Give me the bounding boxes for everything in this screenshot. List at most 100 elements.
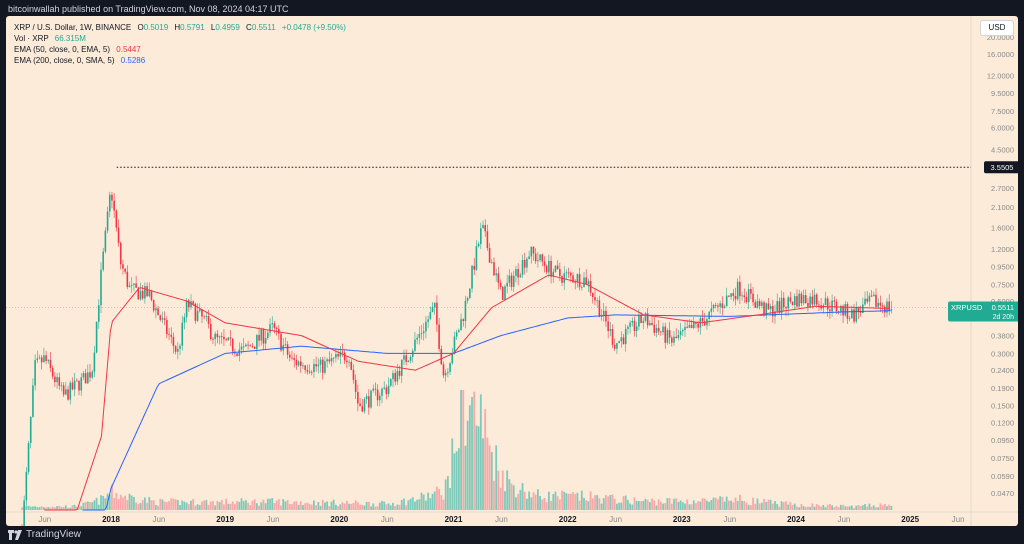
volume-bar [255, 503, 258, 510]
tradingview-brand[interactable]: TradingView [8, 528, 81, 542]
candle-body [293, 358, 295, 360]
candle-body [308, 371, 311, 373]
candle-body [598, 300, 601, 317]
candle-body [469, 288, 471, 298]
volume-row[interactable]: Vol · XRP 66.315M [14, 33, 346, 44]
volume-bar [295, 501, 298, 510]
volume-bar [86, 501, 89, 510]
candle-body [284, 344, 287, 346]
volume-bar [288, 503, 291, 510]
candle-body [394, 373, 396, 382]
volume-bar [585, 500, 588, 510]
candle-body [671, 337, 673, 343]
volume-bar [383, 501, 386, 510]
y-tick-label: 1.2000 [991, 245, 1014, 254]
volume-bar [864, 504, 866, 510]
candle-body [734, 295, 737, 300]
y-tick-label: 0.3000 [991, 349, 1014, 358]
volume-bar [684, 503, 686, 510]
volume-bar [154, 505, 157, 510]
ema200-row[interactable]: EMA (200, close, 0, SMA, 5) 0.5286 [14, 55, 346, 66]
volume-bar [130, 495, 133, 510]
candle-body [188, 300, 190, 308]
volume-bar [859, 505, 862, 510]
candle-body [135, 283, 137, 288]
volume-bar [284, 501, 287, 510]
candle-body [708, 311, 710, 320]
candle-body [736, 281, 739, 300]
candle-body [67, 389, 69, 400]
volume-bar [115, 493, 118, 510]
volume-bar [161, 499, 164, 510]
candle-body [49, 359, 52, 368]
volume-bar [842, 504, 844, 510]
volume-bar [659, 501, 662, 510]
volume-bar [45, 507, 48, 510]
candle-body [315, 364, 317, 367]
candle-body [363, 399, 366, 412]
volume-bar [521, 483, 524, 510]
volume-bar [695, 503, 697, 510]
candle-body [163, 318, 166, 320]
candle-body [207, 316, 210, 324]
candle-body [519, 274, 522, 278]
candle-body [416, 337, 418, 340]
volume-bar [543, 498, 546, 510]
candle-body [62, 385, 65, 395]
candle-body [218, 336, 221, 338]
volume-bar [631, 504, 634, 510]
candle-body [644, 313, 647, 321]
candle-body [78, 380, 80, 391]
volume-bar [280, 505, 282, 510]
x-tick-label: Jun [723, 515, 736, 524]
price-chart[interactable]: 20.0000 16.0000 12.0000 9.5000 7.5000 6.0000 4… [6, 16, 1018, 526]
candle-body [119, 242, 122, 265]
publisher-line: bitcoinwallah published on TradingView.c… [8, 4, 289, 14]
volume-bar [576, 492, 579, 510]
volume-bar [532, 492, 535, 510]
symbol-label[interactable]: XRP / U.S. Dollar, 1W, BINANCE [14, 23, 132, 32]
candle-body [214, 333, 216, 340]
candle-body [436, 302, 438, 325]
volume-bar [866, 506, 869, 510]
volume-bar [194, 505, 197, 510]
candle-body [857, 307, 860, 312]
volume-bar [170, 498, 173, 510]
volume-bar [523, 491, 526, 510]
candle-body [499, 282, 502, 287]
volume-bar [396, 504, 399, 510]
volume-bar [385, 504, 388, 510]
volume-bar [60, 507, 63, 510]
candle-body [172, 336, 175, 346]
candle-body [238, 349, 241, 356]
volume-bar [464, 445, 467, 510]
volume-bar [769, 499, 772, 510]
volume-bar [697, 501, 700, 510]
close-value: 0.5511 [251, 23, 276, 32]
candle-body [304, 365, 306, 370]
volume-bar [337, 506, 340, 510]
volume-bar [490, 452, 493, 510]
candle-body [359, 403, 361, 407]
volume-bar [273, 503, 276, 510]
current-price-tag [948, 301, 1018, 322]
candle-body [225, 339, 227, 341]
candle-body [60, 385, 63, 387]
candle-body [464, 300, 467, 321]
ema50-row[interactable]: EMA (50, close, 0, EMA, 5) 0.5447 [14, 44, 346, 55]
x-tick-label: Jun [837, 515, 850, 524]
volume-bar [34, 506, 37, 510]
candle-body [422, 331, 425, 334]
volume-bar [78, 506, 80, 510]
volume-bar [607, 496, 610, 510]
currency-button[interactable]: USD [980, 20, 1014, 36]
volume-bar [299, 501, 302, 510]
volume-bar [411, 497, 414, 510]
volume-bar [422, 494, 425, 510]
candle-body [159, 315, 162, 320]
volume-bar [600, 503, 603, 510]
volume-bar [249, 505, 252, 510]
candle-body [295, 359, 298, 366]
chart-area[interactable]: 20.0000 16.0000 12.0000 9.5000 7.5000 6.0000 4… [6, 16, 1018, 526]
volume-bar [67, 507, 69, 510]
